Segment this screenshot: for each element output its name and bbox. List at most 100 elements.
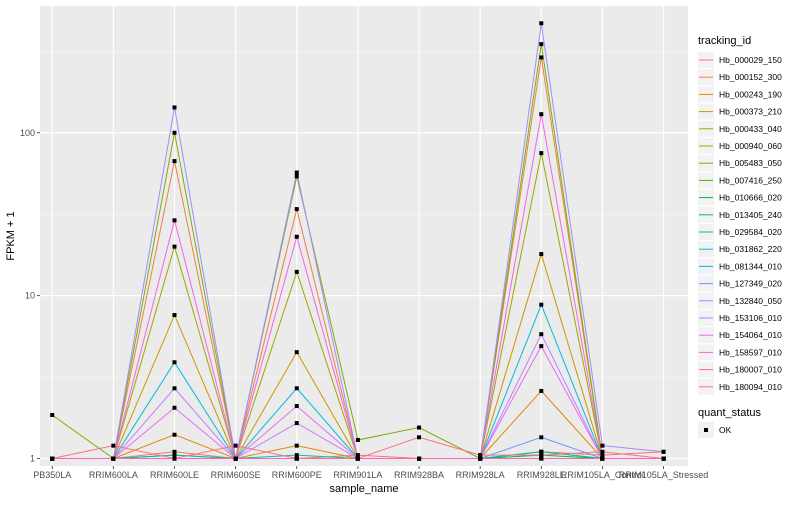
x-tick-label: RRIM600LE [150, 470, 199, 480]
data-point [294, 404, 299, 409]
y-tick-label: 100 [20, 128, 35, 138]
x-tick-label: RRIM928BA [394, 470, 444, 480]
data-point [539, 344, 544, 349]
x-tick-label: RRIM105LA_Stressed [619, 470, 709, 480]
data-point [172, 449, 177, 454]
legend-label: Hb_127349_020 [719, 279, 782, 289]
data-point [111, 456, 116, 461]
point-legend-key [704, 428, 708, 432]
data-point [172, 313, 177, 318]
legend-label: Hb_000029_150 [719, 55, 782, 65]
data-point [539, 112, 544, 117]
data-point [600, 449, 605, 454]
x-tick-label: RRIM928LE [517, 470, 566, 480]
data-point [539, 435, 544, 440]
legend-label: Hb_081344_010 [719, 261, 782, 271]
data-point [600, 456, 605, 461]
data-point [539, 332, 544, 337]
data-point [539, 21, 544, 26]
legend-label: Hb_132840_050 [719, 296, 782, 306]
plot-panel [40, 6, 688, 466]
legend-label: Hb_029584_020 [719, 227, 782, 237]
legend-label: Hb_005483_050 [719, 158, 782, 168]
data-point [600, 453, 605, 458]
data-point [50, 413, 55, 418]
data-point [294, 170, 299, 175]
data-point [172, 218, 177, 223]
legend-label: Hb_000433_040 [719, 124, 782, 134]
data-point [172, 386, 177, 391]
legend-label: Hb_158597_010 [719, 347, 782, 357]
legend-title: tracking_id [698, 35, 751, 47]
data-point [294, 207, 299, 212]
y-axis-title: FPKM + 1 [5, 211, 17, 260]
legend-label: Hb_000152_300 [719, 72, 782, 82]
legend-label: Hb_154064_010 [719, 330, 782, 340]
legend-label: Hb_031862_220 [719, 244, 782, 254]
data-point [294, 456, 299, 461]
x-tick-label: RRIM600SE [211, 470, 261, 480]
data-point [294, 269, 299, 274]
data-point [294, 443, 299, 448]
data-point [233, 443, 238, 448]
data-point [661, 456, 666, 461]
data-point [539, 456, 544, 461]
x-axis-title: sample_name [329, 483, 398, 495]
data-point [294, 453, 299, 458]
data-point [233, 456, 238, 461]
data-point [417, 425, 422, 430]
data-point [539, 453, 544, 458]
data-point [294, 350, 299, 355]
data-point [539, 388, 544, 393]
data-point [539, 302, 544, 307]
data-point [600, 443, 605, 448]
data-point [294, 234, 299, 239]
legend-label: Hb_013405_240 [719, 210, 782, 220]
data-point [355, 456, 360, 461]
legend-label: Hb_180094_010 [719, 382, 782, 392]
data-point [172, 159, 177, 164]
x-tick-label: RRIM928LA [456, 470, 505, 480]
legend-label: Hb_007416_250 [719, 175, 782, 185]
y-tick-label: 10 [25, 291, 35, 301]
y-tick-label: 1 [30, 454, 35, 464]
legend-label: Hb_000940_060 [719, 141, 782, 151]
x-tick-label: RRIM901LA [333, 470, 382, 480]
x-tick-label: RRIM600LA [89, 470, 138, 480]
data-point [355, 453, 360, 458]
data-point [539, 151, 544, 156]
data-point [478, 453, 483, 458]
data-point [539, 55, 544, 60]
data-point [172, 244, 177, 249]
data-point [172, 130, 177, 135]
point-legend-title: quant_status [698, 407, 761, 419]
data-point [294, 174, 299, 179]
data-point [539, 252, 544, 257]
legend-label: Hb_180007_010 [719, 365, 782, 375]
data-point [417, 435, 422, 440]
data-point [50, 456, 55, 461]
data-point [111, 443, 116, 448]
data-point [661, 449, 666, 454]
data-point [294, 421, 299, 426]
data-point [294, 386, 299, 391]
x-tick-label: PB350LA [33, 470, 71, 480]
data-point [172, 456, 177, 461]
x-tick-label: RRIM600PE [272, 470, 322, 480]
data-point [172, 105, 177, 110]
point-legend-label: OK [719, 425, 732, 435]
legend-label: Hb_000243_190 [719, 89, 782, 99]
data-point [417, 456, 422, 461]
legend-label: Hb_010666_020 [719, 193, 782, 203]
data-point [539, 42, 544, 47]
data-point [172, 405, 177, 410]
x-tick-label: RRIM105LA_Control [561, 470, 644, 480]
legend-label: Hb_153106_010 [719, 313, 782, 323]
data-point [539, 449, 544, 454]
data-point [355, 437, 360, 442]
legend-label: Hb_000373_210 [719, 107, 782, 117]
data-point [172, 453, 177, 458]
data-point [172, 360, 177, 365]
